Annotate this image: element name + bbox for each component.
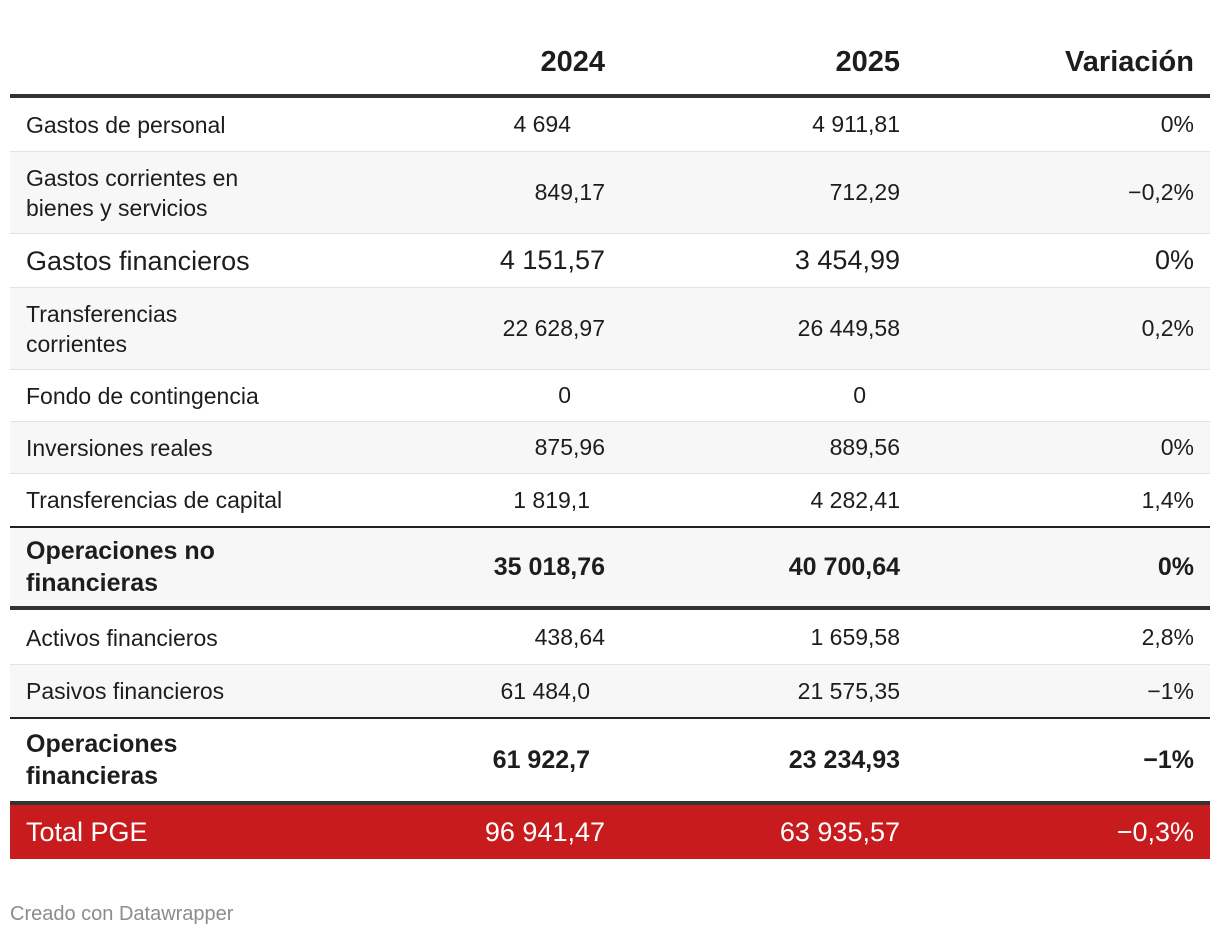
row-variation: 0%	[1160, 434, 1194, 460]
total-label: Total PGE	[26, 817, 148, 847]
row-value-2025: 26 449,58	[797, 315, 900, 341]
row-variation: 1,4%	[1141, 486, 1194, 513]
row-variation: −0,2%	[1128, 179, 1194, 205]
row-variation: 0%	[1157, 552, 1194, 581]
row-value-2024: 61 484,0	[500, 677, 590, 704]
row-value-2025: 889,56	[829, 434, 900, 460]
row-label: Operaciones financieras	[26, 730, 178, 790]
row-value-2025: 4 282,41	[810, 486, 900, 513]
total-variation: −0,3%	[1116, 816, 1194, 847]
row-variation: 0%	[1154, 245, 1194, 275]
table-row: Inversiones reales 875,96 889,56 0%	[10, 422, 1210, 474]
table-header: 2024 2025 Variación	[10, 30, 1210, 98]
row-label: Transferencias corrientes	[26, 300, 178, 357]
row-label: Gastos corrientes en bienes y servicios	[26, 164, 239, 221]
table-row: Gastos de personal 4 694 4 911,81 0%	[10, 98, 1210, 152]
row-value-2024: 22 628,97	[502, 315, 605, 341]
row-label: Operaciones no financieras	[26, 537, 215, 597]
row-variation: 2,8%	[1141, 624, 1194, 650]
row-variation: 0%	[1160, 111, 1194, 137]
row-value-2024: 875,96	[534, 434, 605, 460]
row-value-2025: 3 454,99	[794, 245, 900, 275]
row-value-2025: 0	[853, 382, 866, 408]
row-label: Gastos financieros	[26, 245, 250, 276]
subtotal-row: Operaciones financieras 61 922,7 23 234,…	[10, 717, 1210, 801]
row-value-2024: 1 819,1	[513, 486, 590, 513]
row-value-2025: 23 234,93	[788, 745, 900, 774]
total-value-2024: 96 941,47	[484, 816, 605, 847]
row-variation: −1%	[1147, 677, 1194, 704]
table-row: Pasivos financieros 61 484,0 21 575,35 −…	[10, 665, 1210, 717]
total-value-2025: 63 935,57	[779, 816, 900, 847]
row-label: Pasivos financieros	[26, 678, 225, 704]
row-variation: 0,2%	[1141, 315, 1194, 341]
subtotal-row: Operaciones no financieras 35 018,76 40 …	[10, 526, 1210, 610]
table-row: Transferencias de capital 1 819,1 4 282,…	[10, 474, 1210, 526]
row-value-2024: 849,17	[534, 179, 605, 205]
table-row: Gastos corrientes en bienes y servicios …	[10, 152, 1210, 234]
budget-table: 2024 2025 Variación Gastos de personal 4…	[10, 30, 1210, 859]
row-label: Gastos de personal	[26, 111, 226, 138]
row-value-2025: 21 575,35	[797, 677, 900, 704]
table-row: Gastos financieros 4 151,57 3 454,99 0%	[10, 234, 1210, 288]
row-value-2025: 1 659,58	[810, 624, 900, 650]
row-value-2025: 4 911,81	[812, 111, 900, 137]
header-2024: 2024	[540, 45, 605, 78]
row-label: Inversiones reales	[26, 434, 213, 461]
row-label: Activos financieros	[26, 624, 218, 651]
row-value-2025: 712,29	[829, 179, 900, 205]
row-value-2024: 438,64	[534, 624, 605, 650]
row-label: Fondo de contingencia	[26, 382, 259, 409]
row-variation: −1%	[1143, 745, 1194, 774]
total-row: Total PGE 96 941,47 63 935,57 −0,3%	[10, 801, 1210, 859]
header-2025: 2025	[835, 45, 900, 78]
row-value-2024: 4 694	[513, 111, 571, 137]
table-row: Activos financieros 438,64 1 659,58 2,8%	[10, 611, 1210, 665]
row-value-2024: 0	[558, 382, 571, 408]
row-value-2025: 40 700,64	[788, 552, 900, 581]
table-row: Transferencias corrientes 22 628,97 26 4…	[10, 288, 1210, 370]
table-row: Fondo de contingencia 0 0	[10, 370, 1210, 422]
datawrapper-credit[interactable]: Creado con Datawrapper	[10, 903, 234, 925]
row-value-2024: 35 018,76	[493, 552, 605, 581]
row-value-2024: 61 922,7	[492, 745, 590, 774]
row-value-2024: 4 151,57	[499, 245, 605, 275]
header-variacion: Variación	[1065, 45, 1194, 78]
row-label: Transferencias de capital	[26, 487, 283, 513]
